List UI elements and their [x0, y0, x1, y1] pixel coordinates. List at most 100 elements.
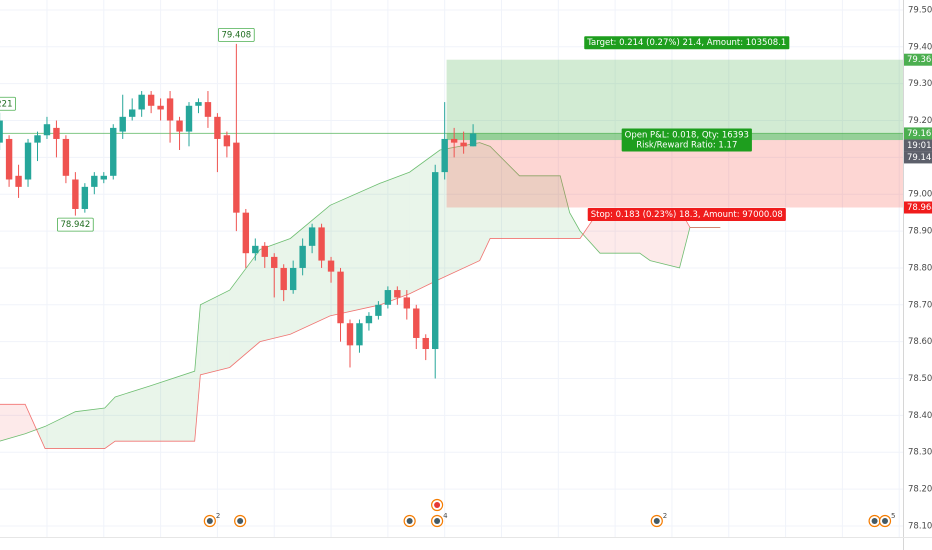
- y-tick-label: 78.100: [908, 521, 932, 531]
- candle-body: [34, 135, 41, 143]
- cloud-fill: [260, 238, 291, 342]
- price-tag: 79.147: [904, 151, 932, 164]
- candle-body: [15, 175, 22, 187]
- event-dot: [434, 518, 441, 524]
- grid: [0, 0, 903, 537]
- price-tag-text: 79.365: [907, 55, 932, 65]
- price-annotation: 78.942: [57, 217, 94, 232]
- candle-body: [252, 245, 259, 254]
- candle-body: [271, 256, 278, 268]
- event-dot: [871, 518, 878, 524]
- event-icon: [234, 514, 247, 528]
- event-icon: [403, 514, 416, 528]
- price-annotation-text: 221: [0, 99, 12, 109]
- price-annotation-text: 79.408: [221, 30, 251, 40]
- candle-body: [365, 315, 373, 324]
- cloud-fill: [560, 175, 570, 239]
- candle-body: [450, 138, 458, 143]
- candle-body: [469, 133, 477, 147]
- y-tick-label: 79.300: [908, 79, 932, 89]
- candle-body: [327, 260, 335, 272]
- cloud-fill: [650, 208, 680, 268]
- candle-body: [289, 267, 297, 291]
- cloud-fill: [519, 175, 561, 239]
- y-tick-label: 78.200: [908, 485, 932, 495]
- price-tag: 79.165: [904, 127, 932, 140]
- candle-body: [299, 245, 306, 268]
- candle-body: [185, 105, 193, 132]
- candle-body: [24, 142, 32, 180]
- candle-body: [204, 102, 212, 117]
- candle-body: [441, 138, 448, 173]
- cloud-fill: [104, 396, 116, 449]
- candle-body: [308, 227, 316, 246]
- price-annotation: 79.408: [218, 27, 255, 42]
- candle-body: [157, 105, 164, 110]
- event-dot: [237, 518, 244, 524]
- candle-body: [147, 94, 155, 106]
- candle-body: [432, 172, 439, 350]
- position-tool: [0, 59, 903, 208]
- price-annotation-text: 78.942: [61, 220, 91, 230]
- candle-body: [384, 290, 392, 305]
- candle-body: [375, 304, 382, 316]
- stop-label-text: Stop: 0.183 (0.23%) 18.3, Amount: 97000.…: [591, 210, 783, 220]
- candle-body: [413, 308, 420, 338]
- price-tag-box: [904, 201, 932, 214]
- price-tag: 19:01: [904, 139, 932, 152]
- candle-body: [81, 186, 89, 209]
- cloud-fill: [380, 172, 410, 305]
- candle-body: [422, 337, 429, 350]
- price-tag-box: [904, 139, 932, 152]
- plot-area: Target: 0.214 (0.27%) 21.4, Amount: 1035…: [0, 0, 903, 537]
- ichimoku-cloud: [0, 142, 721, 449]
- event-icon: [431, 498, 444, 512]
- candle-body: [318, 227, 325, 261]
- cloud-fill: [0, 404, 26, 442]
- candle-body: [233, 142, 240, 213]
- price-tag-box: [904, 127, 932, 140]
- labels: Target: 0.214 (0.27%) 21.4, Amount: 1035…: [0, 27, 895, 528]
- event-icon: [868, 514, 881, 528]
- cloud-fill: [45, 411, 76, 449]
- candle-body: [280, 267, 287, 291]
- price-tag: 79.365: [904, 53, 932, 66]
- price-tag: 78.964: [904, 201, 932, 214]
- cloud-fill: [75, 408, 105, 449]
- cloud-fill: [679, 208, 690, 268]
- stop-label-box: [587, 208, 786, 222]
- cloud-fill: [200, 290, 230, 375]
- cloud-fill: [490, 146, 520, 239]
- cloud-fill: [150, 371, 195, 442]
- cloud-fill: [569, 212, 581, 239]
- event-dot: [653, 518, 660, 524]
- event-icon: 5: [878, 512, 895, 528]
- candle-body: [176, 120, 183, 132]
- pnl-label-text: Risk/Reward Ratio: 1.17: [636, 141, 737, 151]
- candle-body: [91, 175, 98, 187]
- candle-body: [100, 175, 107, 180]
- candle-body: [119, 116, 126, 132]
- y-tick-label: 78.400: [908, 411, 932, 421]
- candle-body: [346, 323, 354, 346]
- y-tick-label: 78.900: [908, 227, 932, 237]
- y-tick-label: 79.000: [908, 190, 932, 200]
- y-tick-label: 79.500: [908, 5, 932, 15]
- candle-body: [166, 98, 174, 121]
- pnl-label-text: Open P&L: 0.018, Qty: 16393: [625, 131, 749, 141]
- price-tag-text: 19:01: [907, 141, 932, 151]
- event-dot: [206, 518, 213, 524]
- cloud-fill: [580, 231, 583, 239]
- y-tick-label: 79.200: [908, 116, 932, 126]
- candle-body: [223, 135, 231, 147]
- event-count: 5: [891, 512, 895, 520]
- event-count: 2: [663, 512, 667, 520]
- position-zone: [446, 59, 903, 141]
- price-tag-text: 79.165: [907, 129, 932, 139]
- candle-body: [138, 94, 145, 110]
- candle-body: [53, 127, 60, 139]
